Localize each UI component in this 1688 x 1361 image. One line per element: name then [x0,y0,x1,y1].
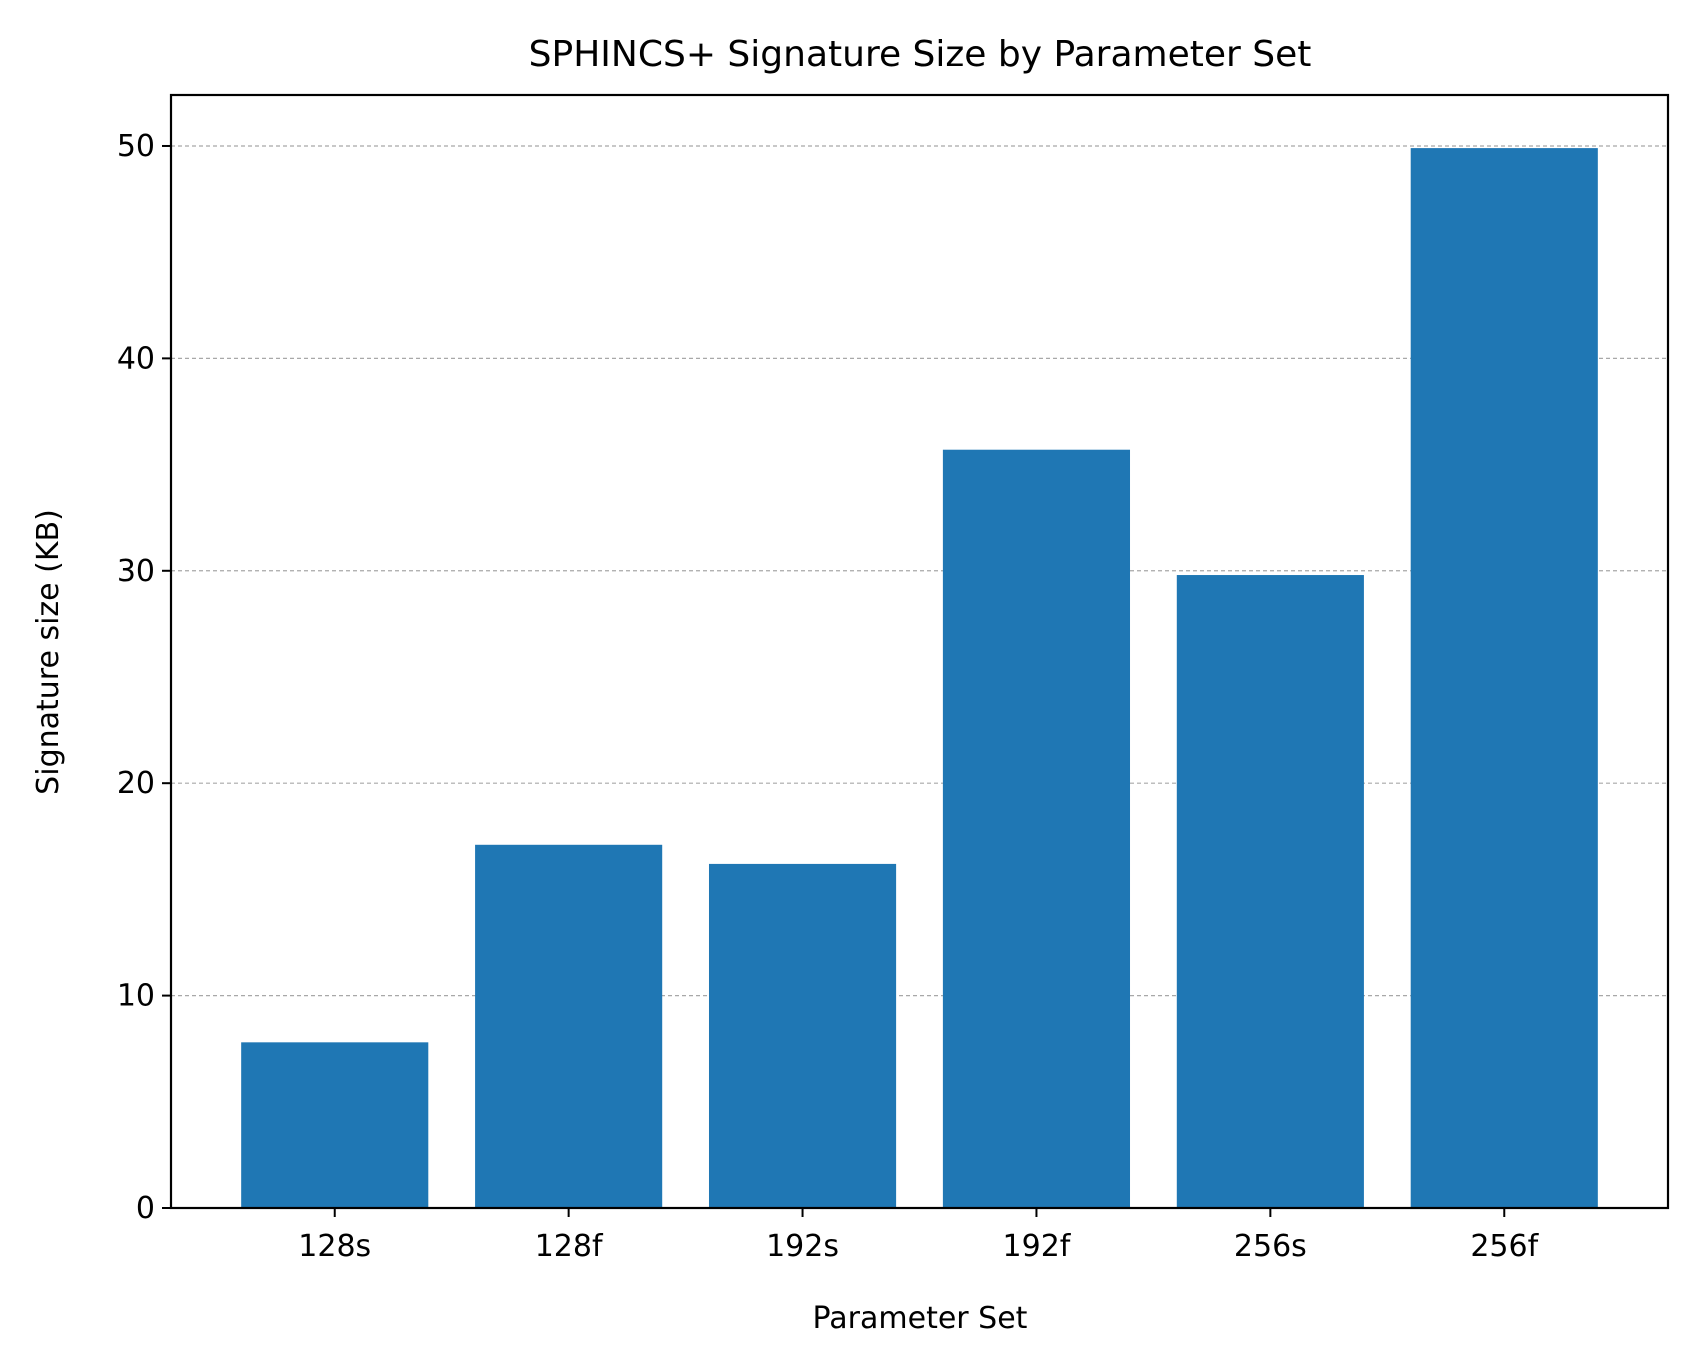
x-axis-ticks: 128s 128f 192s 192f 256s 256f [298,1208,1540,1264]
y-tick-label: 40 [117,341,155,376]
bar-128f [475,844,663,1208]
y-tick-label: 30 [117,554,155,589]
y-tick-label: 10 [117,979,155,1014]
x-tick-label: 192f [1003,1229,1072,1264]
x-tick-label: 256f [1470,1229,1539,1264]
chart-title: SPHINCS+ Signature Size by Parameter Set [529,34,1312,75]
bar-256s [1176,575,1364,1208]
bar-192f [942,449,1131,1208]
bar-192s [708,863,897,1208]
bar-128s [241,1042,429,1208]
x-axis-label: Parameter Set [813,1301,1028,1336]
plot-frame [169,93,1670,1210]
y-tick-label: 20 [117,766,155,801]
bars [241,148,1598,1208]
y-axis-label: Signature size (KB) [31,509,66,795]
y-tick-label: 0 [136,1191,155,1226]
x-tick-label: 128f [535,1229,604,1264]
bar-256f [1410,148,1598,1208]
x-tick-label: 128s [298,1229,371,1264]
y-axis-ticks: 0 10 20 30 40 50 [117,129,171,1226]
y-tick-label: 50 [117,129,155,164]
x-tick-label: 256s [1234,1229,1307,1264]
x-tick-label: 192s [766,1229,839,1264]
